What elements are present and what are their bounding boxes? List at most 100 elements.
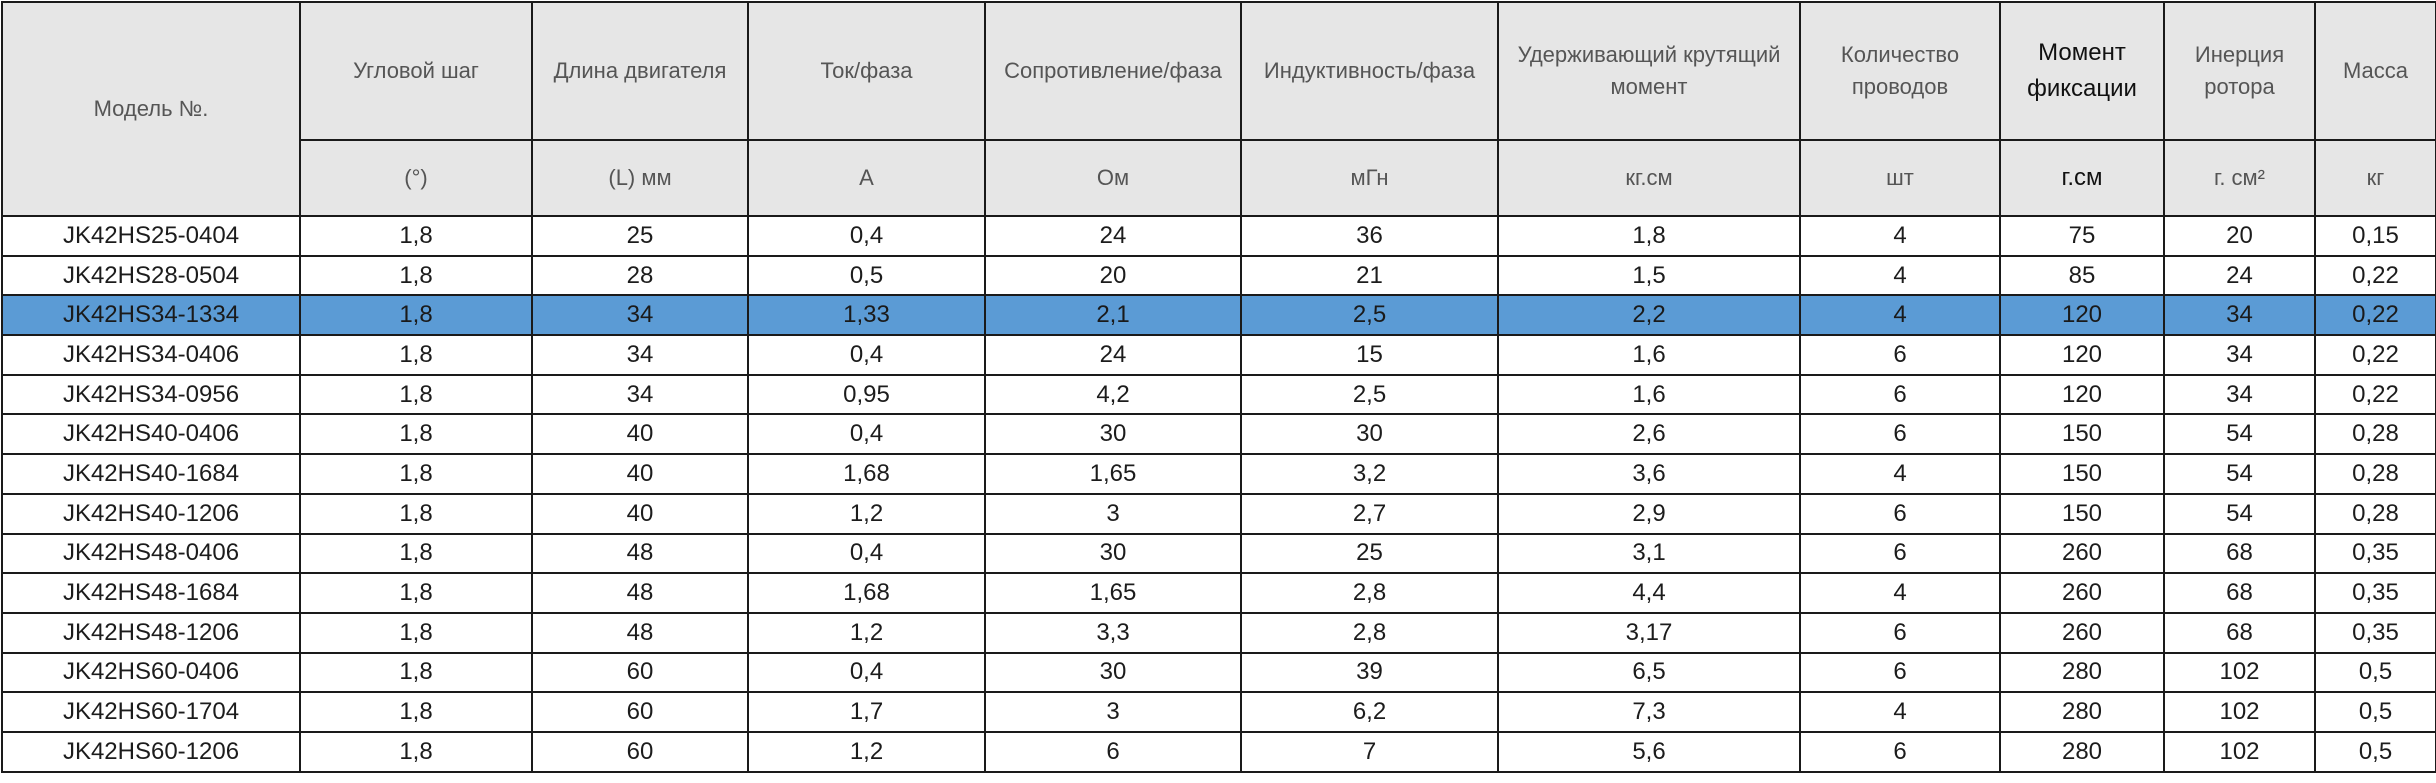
motor-length-cell: 48 <box>531 611 749 654</box>
current-cell: 0,4 <box>747 413 986 456</box>
detent-torque-cell: 260 <box>1999 611 2165 654</box>
model-cell: JK42HS40-0406 <box>1 413 301 456</box>
lead-wires-cell: 6 <box>1799 334 2001 376</box>
motor-length-cell: 34 <box>531 373 749 416</box>
motor-length-cell: 48 <box>531 532 749 575</box>
current-cell: 0,95 <box>747 373 986 416</box>
current-cell: 0,5 <box>747 254 986 297</box>
unit-mass: кг <box>2314 139 2436 217</box>
motor-length-cell: 60 <box>531 730 749 773</box>
column-header-resistance: Сопротивление/фаза <box>984 1 1242 141</box>
lead-wires-cell: 6 <box>1799 413 2001 456</box>
table-row[interactable]: JK42HS40-0406 1,8 40 0,4 30 30 2,6 6 150 54 0,28 <box>1 413 2436 456</box>
detent-torque-cell: 85 <box>1999 254 2165 297</box>
table-row[interactable]: JK42HS40-1206 1,8 40 1,2 3 2,7 2,9 6 150 54 0,28 <box>1 492 2436 535</box>
rotor-inertia-cell: 54 <box>2163 413 2316 456</box>
holding-torque-cell: 6,5 <box>1497 651 1801 694</box>
inductance-cell: 2,7 <box>1240 492 1499 535</box>
resistance-cell: 2,1 <box>984 294 1242 337</box>
detent-torque-cell: 120 <box>1999 373 2165 416</box>
table-row[interactable]: JK42HS28-0504 1,8 28 0,5 20 21 1,5 4 85 24 0,22 <box>1 254 2436 297</box>
table-row[interactable]: JK42HS34-0406 1,8 34 0,4 24 15 1,6 6 120 34 0,22 <box>1 334 2436 376</box>
lead-wires-cell: 6 <box>1799 373 2001 416</box>
rotor-inertia-cell: 68 <box>2163 532 2316 575</box>
step-angle-cell: 1,8 <box>299 215 533 257</box>
table-row[interactable]: JK42HS34-0956 1,8 34 0,95 4,2 2,5 1,6 6 120 34 0,2… <box>1 373 2436 416</box>
detent-torque-cell: 280 <box>1999 651 2165 694</box>
column-header-inductance: Индуктивность/фаза <box>1240 1 1499 141</box>
step-angle-cell: 1,8 <box>299 611 533 654</box>
current-cell: 1,2 <box>747 492 986 535</box>
holding-torque-cell: 1,6 <box>1497 373 1801 416</box>
rotor-inertia-cell: 68 <box>2163 611 2316 654</box>
table-body: JK42HS25-0404 1,8 25 0,4 24 36 1,8 4 75 20 0,15 JK4… <box>1 215 2436 773</box>
lead-wires-cell: 4 <box>1799 215 2001 257</box>
inductance-cell: 3,2 <box>1240 453 1499 495</box>
table-row[interactable]: JK42HS48-0406 1,8 48 0,4 30 25 3,1 6 260 68 0,35 <box>1 532 2436 575</box>
holding-torque-cell: 1,8 <box>1497 215 1801 257</box>
holding-torque-cell: 2,6 <box>1497 413 1801 456</box>
lead-wires-cell: 6 <box>1799 492 2001 535</box>
inductance-cell: 25 <box>1240 532 1499 575</box>
model-cell: JK42HS48-0406 <box>1 532 301 575</box>
rotor-inertia-cell: 34 <box>2163 334 2316 376</box>
table-row[interactable]: JK42HS40-1684 1,8 40 1,68 1,65 3,2 3,6 4 150 54 0,… <box>1 453 2436 495</box>
detent-torque-cell: 120 <box>1999 334 2165 376</box>
holding-torque-cell: 1,6 <box>1497 334 1801 376</box>
lead-wires-cell: 4 <box>1799 254 2001 297</box>
model-cell: JK42HS40-1684 <box>1 453 301 495</box>
motor-length-cell: 28 <box>531 254 749 297</box>
column-header-current: Ток/фаза <box>747 1 986 141</box>
table-row[interactable]: JK42HS25-0404 1,8 25 0,4 24 36 1,8 4 75 20 0,15 <box>1 215 2436 257</box>
mass-cell: 0,28 <box>2314 492 2436 535</box>
table-row[interactable]: JK42HS60-1206 1,8 60 1,2 6 7 5,6 6 280 102 0,5 <box>1 730 2436 773</box>
holding-torque-cell: 7,3 <box>1497 691 1801 733</box>
motor-length-cell: 25 <box>531 215 749 257</box>
holding-torque-cell: 4,4 <box>1497 572 1801 614</box>
mass-cell: 0,5 <box>2314 691 2436 733</box>
rotor-inertia-cell: 102 <box>2163 651 2316 694</box>
holding-torque-cell: 5,6 <box>1497 730 1801 773</box>
mass-cell: 0,22 <box>2314 334 2436 376</box>
rotor-inertia-cell: 20 <box>2163 215 2316 257</box>
mass-cell: 0,35 <box>2314 611 2436 654</box>
table-row[interactable]: JK42HS60-0406 1,8 60 0,4 30 39 6,5 6 280 102 0,5 <box>1 651 2436 694</box>
model-cell: JK42HS48-1684 <box>1 572 301 614</box>
column-header-rotor-inertia: Инерция ротора <box>2163 1 2316 141</box>
table-row[interactable]: JK42HS48-1684 1,8 48 1,68 1,65 2,8 4,4 4 260 68 0,… <box>1 572 2436 614</box>
resistance-cell: 30 <box>984 413 1242 456</box>
rotor-inertia-cell: 34 <box>2163 294 2316 337</box>
model-cell: JK42HS60-1704 <box>1 691 301 733</box>
resistance-cell: 24 <box>984 215 1242 257</box>
column-header-mass: Масса <box>2314 1 2436 141</box>
table-row[interactable]: JK42HS48-1206 1,8 48 1,2 3,3 2,8 3,17 6 260 68 0,3… <box>1 611 2436 654</box>
column-header-holding-torque: Удерживающий крутящий момент <box>1497 1 1801 141</box>
motor-length-cell: 34 <box>531 294 749 337</box>
model-cell: JK42HS60-1206 <box>1 730 301 773</box>
current-cell: 0,4 <box>747 651 986 694</box>
inductance-cell: 7 <box>1240 730 1499 773</box>
unit-lead-wires: шт <box>1799 139 2001 217</box>
mass-cell: 0,35 <box>2314 572 2436 614</box>
lead-wires-cell: 4 <box>1799 572 2001 614</box>
resistance-cell: 20 <box>984 254 1242 297</box>
lead-wires-cell: 6 <box>1799 730 2001 773</box>
step-angle-cell: 1,8 <box>299 373 533 416</box>
rotor-inertia-cell: 34 <box>2163 373 2316 416</box>
rotor-inertia-cell: 54 <box>2163 453 2316 495</box>
table-row[interactable]: JK42HS60-1704 1,8 60 1,7 3 6,2 7,3 4 280 102 0,5 <box>1 691 2436 733</box>
inductance-cell: 36 <box>1240 215 1499 257</box>
lead-wires-cell: 6 <box>1799 611 2001 654</box>
table-row[interactable]: JK42HS34-1334 1,8 34 1,33 2,1 2,5 2,2 4 120 34 0,2… <box>1 294 2436 337</box>
inductance-cell: 30 <box>1240 413 1499 456</box>
inductance-cell: 2,8 <box>1240 572 1499 614</box>
detent-torque-cell: 260 <box>1999 532 2165 575</box>
resistance-cell: 4,2 <box>984 373 1242 416</box>
resistance-cell: 3 <box>984 492 1242 535</box>
rotor-inertia-cell: 54 <box>2163 492 2316 535</box>
current-cell: 0,4 <box>747 334 986 376</box>
step-angle-cell: 1,8 <box>299 532 533 575</box>
holding-torque-cell: 3,1 <box>1497 532 1801 575</box>
resistance-cell: 24 <box>984 334 1242 376</box>
